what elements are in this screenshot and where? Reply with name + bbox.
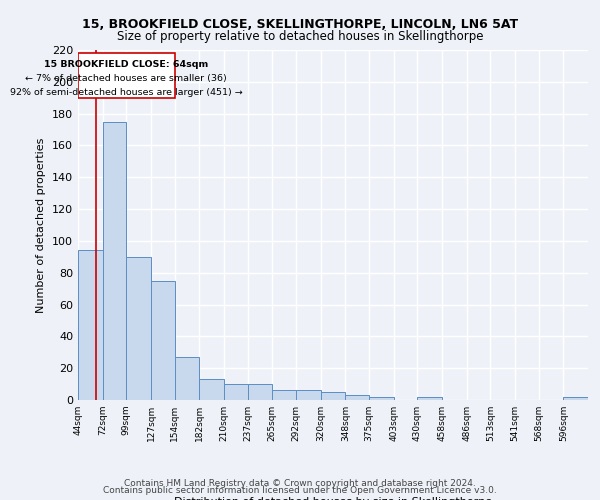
Text: ← 7% of detached houses are smaller (36): ← 7% of detached houses are smaller (36) xyxy=(25,74,227,83)
Bar xyxy=(175,357,199,400)
Bar xyxy=(346,395,369,400)
Bar xyxy=(369,397,394,400)
Bar xyxy=(563,397,588,400)
Bar xyxy=(296,390,320,400)
Bar xyxy=(199,380,224,400)
Y-axis label: Number of detached properties: Number of detached properties xyxy=(37,138,46,312)
Bar xyxy=(127,257,151,400)
Bar xyxy=(224,384,248,400)
Bar xyxy=(103,122,127,400)
Bar xyxy=(151,280,175,400)
Bar xyxy=(78,250,103,400)
Bar xyxy=(320,392,346,400)
Text: Contains HM Land Registry data © Crown copyright and database right 2024.: Contains HM Land Registry data © Crown c… xyxy=(124,478,476,488)
FancyBboxPatch shape xyxy=(78,53,175,98)
Text: 15, BROOKFIELD CLOSE, SKELLINGTHORPE, LINCOLN, LN6 5AT: 15, BROOKFIELD CLOSE, SKELLINGTHORPE, LI… xyxy=(82,18,518,30)
Text: Contains public sector information licensed under the Open Government Licence v3: Contains public sector information licen… xyxy=(103,486,497,495)
Bar xyxy=(272,390,296,400)
Text: Size of property relative to detached houses in Skellingthorpe: Size of property relative to detached ho… xyxy=(117,30,483,43)
Bar xyxy=(248,384,272,400)
X-axis label: Distribution of detached houses by size in Skellingthorpe: Distribution of detached houses by size … xyxy=(174,497,492,500)
Text: 92% of semi-detached houses are larger (451) →: 92% of semi-detached houses are larger (… xyxy=(10,88,243,97)
Bar xyxy=(418,397,442,400)
Text: 15 BROOKFIELD CLOSE: 64sqm: 15 BROOKFIELD CLOSE: 64sqm xyxy=(44,60,208,68)
